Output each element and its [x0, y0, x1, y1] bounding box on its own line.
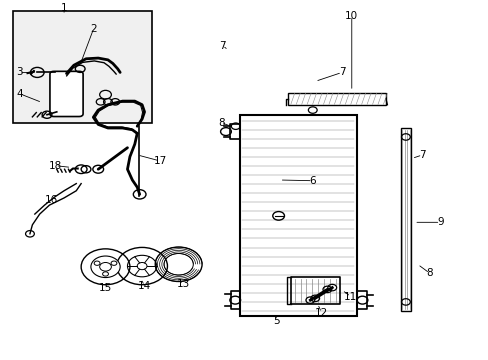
Text: 7: 7 [219, 41, 225, 50]
Text: 7: 7 [338, 67, 345, 77]
Text: 17: 17 [153, 156, 166, 166]
Text: 7: 7 [418, 150, 425, 160]
FancyBboxPatch shape [50, 71, 83, 117]
Text: 10: 10 [345, 11, 358, 21]
Text: 2: 2 [90, 24, 97, 35]
Text: 9: 9 [436, 217, 443, 227]
Bar [239, 116, 356, 316]
Text: 6: 6 [309, 176, 315, 186]
Text: 14: 14 [138, 281, 151, 291]
Text: 4: 4 [17, 89, 23, 99]
Text: 8: 8 [217, 118, 224, 128]
Text: 3: 3 [16, 67, 22, 77]
Text: 18: 18 [49, 161, 62, 171]
Text: 12: 12 [314, 308, 327, 318]
Text: 8: 8 [426, 268, 432, 278]
Text: 1: 1 [61, 3, 67, 13]
Circle shape [91, 256, 120, 278]
Bar [13, 12, 152, 123]
Text: 15: 15 [99, 283, 112, 293]
Text: 13: 13 [177, 279, 190, 289]
Bar [400, 128, 410, 311]
Text: 16: 16 [45, 195, 59, 205]
Bar [288, 93, 385, 105]
Text: 5: 5 [272, 316, 279, 325]
Text: 11: 11 [344, 292, 357, 302]
